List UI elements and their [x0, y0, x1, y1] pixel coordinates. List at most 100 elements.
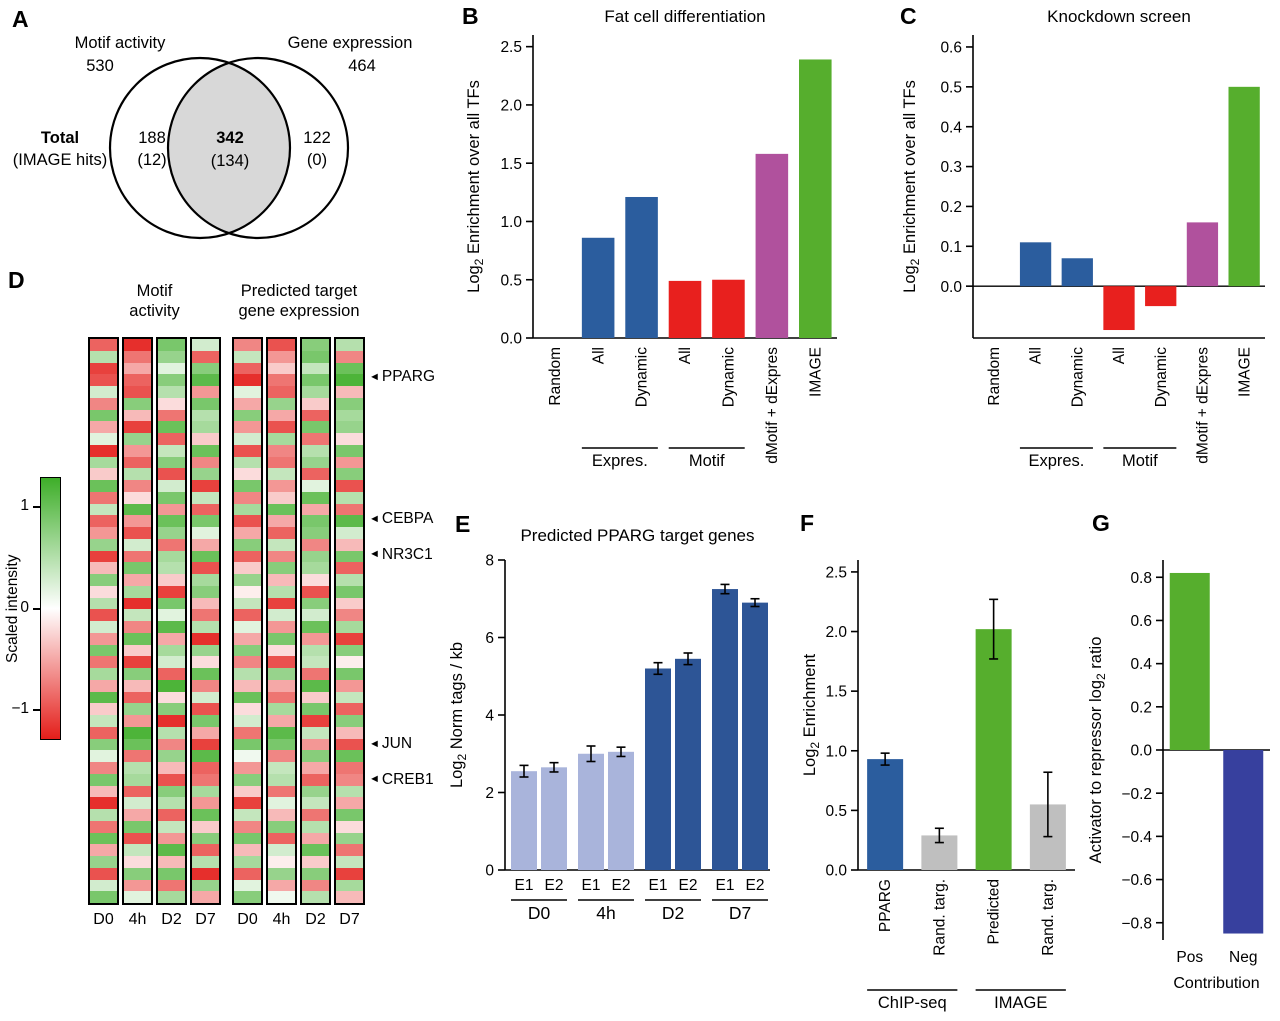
heatmap-cell	[158, 891, 185, 903]
heatmap-cell	[124, 503, 151, 516]
heatmap-cell	[302, 762, 329, 774]
panel-c-letter: C	[900, 3, 917, 29]
x-tick-label: Random	[547, 347, 564, 406]
heatmap-cell	[90, 480, 117, 492]
y-axis-label: Log2 Norm tags / kb	[448, 642, 469, 788]
heatmap-cell	[336, 856, 363, 868]
heatmap-cell	[336, 491, 363, 504]
y-tick-label: 0.4	[940, 119, 962, 136]
heatmap-cell	[268, 750, 295, 762]
gene-marker-nr3c1: ◄ NR3C1	[369, 546, 433, 564]
heatmap-cell	[124, 374, 151, 386]
heatmap-cell	[336, 762, 363, 774]
heatmap-cell	[158, 409, 185, 422]
heatmap-cell	[192, 867, 219, 880]
panel-e-pparg-targets: E Predicted PPARG target genes Log2 Norm …	[440, 505, 800, 1021]
venn-overlap-sub: (134)	[211, 152, 250, 170]
heatmap-cell	[124, 339, 151, 351]
heatmap-cell	[158, 550, 185, 563]
heatmap-cell	[302, 668, 329, 680]
heatmap-motif-xlabel-D0: D0	[93, 911, 114, 928]
heatmap-cell	[268, 562, 295, 574]
heatmap-cell	[192, 621, 219, 633]
panel-d-letter: D	[8, 267, 25, 293]
heatmap-cell	[234, 832, 261, 845]
chart-C: Knockdown screen Log2 Enrichment over all…	[901, 7, 1265, 470]
y-tick-label: 0.3	[940, 159, 962, 176]
venn-right-title: Gene expression	[288, 34, 413, 52]
heatmap-cell	[268, 797, 295, 809]
bar-dynamic	[1145, 286, 1177, 307]
heatmap-cell	[192, 480, 219, 492]
heatmap-cell	[192, 444, 219, 457]
heatmap-cell	[336, 891, 363, 903]
y-tick-label: 0.0	[940, 279, 962, 296]
heatmap-cell	[336, 409, 363, 422]
bar-e1	[511, 771, 537, 870]
heatmap-cell	[124, 609, 151, 621]
bar-pos	[1169, 572, 1210, 750]
heatmap-cell	[124, 350, 151, 363]
y-tick-label: 0.0	[825, 863, 847, 880]
gene-marker-label: NR3C1	[381, 545, 433, 563]
heatmap-cell	[192, 374, 219, 386]
x-tick-label: E2	[612, 877, 631, 894]
heatmap-cell	[124, 832, 151, 845]
group-label: D7	[729, 903, 751, 923]
heatmap-cell	[158, 515, 185, 527]
heatmap-cell	[90, 350, 117, 363]
panel-d-heatmaps: D Motif activity Predicted target gene e…	[0, 265, 455, 1021]
heatmap-cell	[268, 691, 295, 704]
heatmap-cell	[124, 468, 151, 480]
heatmap-cell	[192, 468, 219, 480]
heatmap-cell	[192, 809, 219, 821]
group-label: ChIP-seq	[878, 994, 947, 1012]
heatmap-cell	[192, 550, 219, 563]
bar-e2	[742, 602, 768, 870]
heatmap-cell	[336, 421, 363, 433]
heatmap-cell	[302, 832, 329, 845]
heatmap-cell	[158, 574, 185, 586]
heatmap-cell	[268, 527, 295, 539]
heatmap-cell	[268, 503, 295, 516]
heatmap-cell	[268, 867, 295, 880]
heatmap-cell	[336, 679, 363, 692]
heatmap-cell	[158, 527, 185, 539]
venn-left-only-count: 188	[138, 129, 166, 147]
y-tick-label: 0	[485, 863, 494, 880]
heatmap-cell	[124, 515, 151, 527]
heatmap-cell	[124, 562, 151, 574]
y-tick-label: −0.2	[1121, 786, 1152, 803]
heatmap-cell	[234, 374, 261, 386]
heatmap-cell	[90, 832, 117, 845]
heatmap-cell	[234, 726, 261, 739]
heatmap-cell	[234, 550, 261, 563]
heatmap-cell	[90, 703, 117, 715]
heatmap-cell	[90, 668, 117, 680]
heatmap-cell	[268, 444, 295, 457]
y-tick-label: 2.0	[825, 624, 847, 641]
bar-e1	[578, 753, 604, 870]
venn-diagram: Motif activity 530 Gene expression 464 T…	[13, 34, 413, 240]
heatmap-cell	[158, 867, 185, 880]
y-tick-label: −0.8	[1121, 915, 1152, 932]
y-tick-label: 0.5	[500, 272, 522, 289]
heatmap-cell	[234, 339, 261, 351]
color-scale-tick	[33, 607, 40, 610]
heatmap-cell	[336, 515, 363, 527]
heatmap-cell	[90, 644, 117, 657]
heatmap-cell	[158, 491, 185, 504]
bar-all	[668, 280, 702, 338]
heatmap-cell	[302, 785, 329, 798]
color-scale-ticks: 1 0 −1	[0, 265, 455, 1021]
heatmap-cell	[90, 538, 117, 551]
bar-all	[581, 237, 615, 338]
heatmap-cell	[124, 738, 151, 751]
heatmap-motif-title: Motif activity	[88, 281, 221, 321]
heatmap-cell	[268, 574, 295, 586]
heatmap-cell	[302, 480, 329, 492]
y-tick-label: 0.1	[940, 239, 962, 256]
color-scale-tick-label: −1	[11, 699, 29, 717]
heatmap-cell	[336, 374, 363, 386]
heatmap-cell	[302, 397, 329, 410]
